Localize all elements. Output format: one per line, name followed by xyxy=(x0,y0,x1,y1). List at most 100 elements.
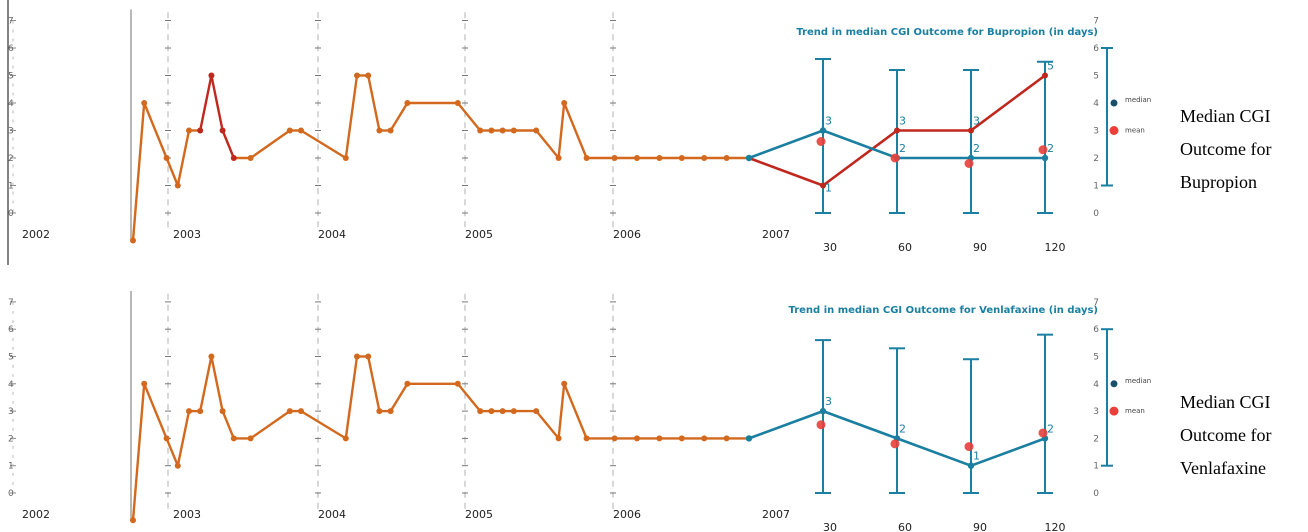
history-point xyxy=(163,155,170,161)
right-tick-label: 3 xyxy=(1093,407,1099,417)
year-label: 2005 xyxy=(465,228,493,241)
median-value-label: 2 xyxy=(1047,422,1054,435)
comparison-point xyxy=(820,182,826,189)
history-point xyxy=(561,380,568,387)
y-tick-label: 5 xyxy=(8,72,14,82)
history-point xyxy=(387,127,394,134)
history-point xyxy=(701,155,708,161)
history-segment xyxy=(535,410,560,440)
median-segment xyxy=(970,437,1046,467)
right-tick-label: 2 xyxy=(1093,154,1099,164)
history-point xyxy=(533,408,540,415)
comparison-point xyxy=(968,127,974,134)
panel-caption-line: Median CGI xyxy=(1180,392,1270,412)
median-point xyxy=(819,127,827,134)
year-label: 2002 xyxy=(22,228,50,241)
y-tick-label: 1 xyxy=(8,182,14,192)
median-value-label: 2 xyxy=(899,422,906,435)
year-label: 2003 xyxy=(173,228,201,241)
median-value-label: 1 xyxy=(973,450,980,463)
history-point xyxy=(701,435,708,442)
history-point xyxy=(634,435,640,442)
history-segment xyxy=(557,102,566,159)
legend-median-label: median xyxy=(1125,96,1151,104)
history-point xyxy=(130,517,136,524)
legend-median-marker xyxy=(1110,380,1118,388)
history-segment xyxy=(199,356,213,412)
history-point xyxy=(583,155,590,161)
history-segment xyxy=(300,410,347,440)
day-label: 60 xyxy=(898,521,912,532)
history-point xyxy=(611,435,618,442)
history-point xyxy=(510,408,517,415)
history-point xyxy=(197,127,204,134)
history-segment xyxy=(563,102,588,159)
history-segment xyxy=(367,356,381,412)
median-value-label: 3 xyxy=(825,395,832,408)
legend-mean-marker xyxy=(1109,126,1119,135)
comparison-segment xyxy=(748,156,824,187)
history-point xyxy=(163,435,170,442)
y-tick-label: 3 xyxy=(8,127,14,137)
y-tick-label: 2 xyxy=(8,434,14,444)
legend-mean-marker xyxy=(1109,406,1119,416)
history-point xyxy=(454,100,461,106)
mean-point xyxy=(964,442,974,452)
median-value-label: 2 xyxy=(1047,142,1054,155)
history-segment xyxy=(389,102,409,132)
mean-point xyxy=(964,159,974,168)
history-point xyxy=(219,127,226,134)
median-segment xyxy=(822,129,898,160)
mean-point xyxy=(890,153,900,163)
mean-point xyxy=(1038,145,1048,155)
history-point xyxy=(219,408,226,415)
history-segment xyxy=(131,102,146,241)
history-point xyxy=(678,435,685,442)
right-tick-label: 0 xyxy=(1093,489,1099,499)
history-point xyxy=(723,155,730,161)
year-label: 2005 xyxy=(465,508,493,521)
history-point xyxy=(342,155,349,161)
chart-panel-2 xyxy=(10,290,1119,524)
y-tick-label: 7 xyxy=(8,298,14,308)
right-tick-label: 5 xyxy=(1093,353,1099,363)
history-point xyxy=(488,127,495,134)
history-point xyxy=(130,237,136,244)
panel-caption-line: Bupropion xyxy=(1180,172,1257,192)
history-segment xyxy=(300,129,347,160)
comparison-point xyxy=(894,127,900,134)
day-label: 90 xyxy=(973,241,987,254)
y-tick-label: 7 xyxy=(8,17,14,27)
right-tick-label: 1 xyxy=(1093,462,1099,472)
mean-point xyxy=(816,137,826,146)
history-point xyxy=(376,408,383,415)
comparison-point xyxy=(1042,72,1048,79)
median-value-label: 3 xyxy=(825,115,832,128)
history-segment xyxy=(143,102,168,159)
panel-caption-line: Outcome for xyxy=(1180,139,1271,159)
median-segment xyxy=(822,409,898,440)
history-segment xyxy=(165,437,179,467)
right-tick-label: 2 xyxy=(1093,434,1099,444)
comparison-value-label: 3 xyxy=(899,115,906,128)
median-segment xyxy=(748,129,824,160)
history-segment xyxy=(210,356,224,412)
y-tick-label: 4 xyxy=(8,99,14,109)
history-segment xyxy=(367,75,381,131)
history-point xyxy=(230,155,237,161)
history-segment xyxy=(176,410,191,466)
comparison-segment xyxy=(822,129,898,187)
y-tick-label: 4 xyxy=(8,380,14,390)
year-label: 2002 xyxy=(22,508,50,521)
year-label: 2003 xyxy=(173,508,201,521)
chart-title: Trend in median CGI Outcome for Venlafax… xyxy=(789,305,1099,316)
y-tick-label: 2 xyxy=(8,154,14,164)
history-point xyxy=(510,127,517,134)
history-point xyxy=(298,408,304,415)
y-tick-label: 0 xyxy=(8,489,14,499)
median-value-label: 2 xyxy=(973,142,980,155)
panel-caption-line: Venlafaxine xyxy=(1180,458,1266,478)
history-point xyxy=(354,353,360,360)
year-label: 2007 xyxy=(762,228,790,241)
